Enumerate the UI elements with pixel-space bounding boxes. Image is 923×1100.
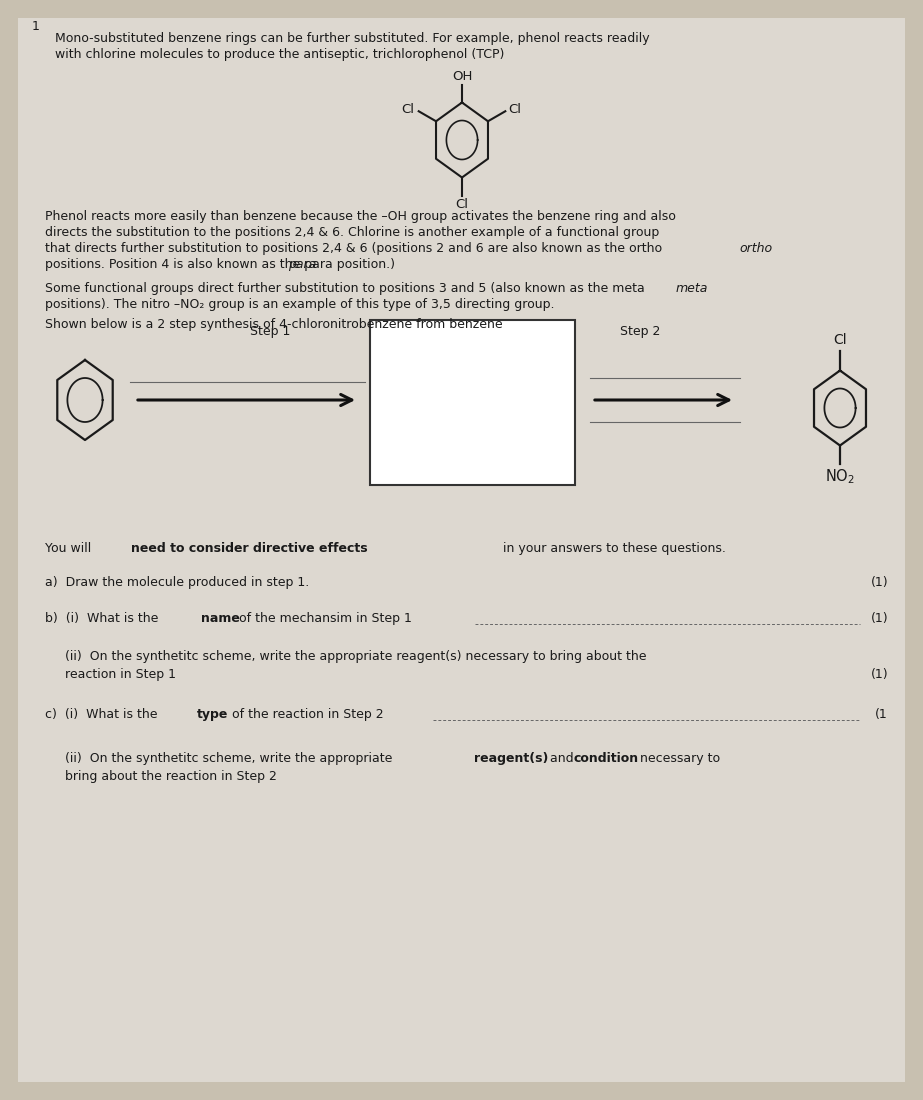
Text: type: type [197,708,228,720]
Text: directs the substitution to the positions 2,4 & 6. Chlorine is another example o: directs the substitution to the position… [45,226,659,239]
Text: condition: condition [574,752,639,764]
Text: 1: 1 [32,20,40,33]
Text: (ii)  On the synthetitc scheme, write the appropriate: (ii) On the synthetitc scheme, write the… [65,752,396,764]
Text: that directs further substitution to positions 2,4 & 6 (positions 2 and 6 are al: that directs further substitution to pos… [45,242,662,255]
Text: necessary to: necessary to [636,752,720,764]
Text: positions. Position 4 is also known as the para position.): positions. Position 4 is also known as t… [45,258,395,271]
Text: (ii)  On the synthetitc scheme, write the appropriate reagent(s) necessary to br: (ii) On the synthetitc scheme, write the… [65,650,646,663]
Text: reagent(s): reagent(s) [474,752,548,764]
Text: (1): (1) [870,612,888,625]
Text: meta: meta [676,282,708,295]
Text: Some functional groups direct further substitution to positions 3 and 5 (also kn: Some functional groups direct further su… [45,282,645,295]
Text: NO$_2$: NO$_2$ [825,468,855,486]
Text: You will: You will [45,542,95,556]
Text: need to consider directive effects: need to consider directive effects [131,542,367,556]
Text: c)  (i)  What is the: c) (i) What is the [45,708,162,720]
Text: b)  (i)  What is the: b) (i) What is the [45,612,162,625]
Text: Step 1: Step 1 [250,324,290,338]
Text: Mono-substituted benzene rings can be further substituted. For example, phenol r: Mono-substituted benzene rings can be fu… [55,32,650,45]
Text: of the reaction in Step 2: of the reaction in Step 2 [228,708,388,720]
Text: Cl: Cl [508,103,521,117]
Text: of the mechansim in Step 1: of the mechansim in Step 1 [235,612,416,625]
Text: reaction in Step 1: reaction in Step 1 [65,668,176,681]
Text: Cl: Cl [833,333,846,348]
Text: Phenol reacts more easily than benzene because the –OH group activates the benze: Phenol reacts more easily than benzene b… [45,210,676,223]
Text: OH: OH [452,69,473,82]
Text: (1: (1 [875,708,888,720]
Text: Cl: Cl [402,103,414,117]
Text: (1): (1) [870,668,888,681]
Text: Shown below is a 2 step synthesis of 4-chloronitrobenzene from benzene: Shown below is a 2 step synthesis of 4-c… [45,318,503,331]
Text: bring about the reaction in Step 2: bring about the reaction in Step 2 [65,770,277,783]
Text: para: para [288,258,317,271]
Bar [370,320,575,485]
Text: Step 2: Step 2 [620,324,660,338]
Text: positions). The nitro –NO₂ group is an example of this type of 3,5 directing gro: positions). The nitro –NO₂ group is an e… [45,298,555,311]
Text: a)  Draw the molecule produced in step 1.: a) Draw the molecule produced in step 1. [45,576,309,588]
Text: Cl: Cl [455,198,469,211]
Text: name: name [201,612,240,625]
Text: with chlorine molecules to produce the antiseptic, trichlorophenol (TCP): with chlorine molecules to produce the a… [55,48,504,60]
Text: (1): (1) [870,576,888,588]
Text: ortho: ortho [739,242,773,255]
Text: and: and [546,752,578,764]
Text: in your answers to these questions.: in your answers to these questions. [499,542,725,556]
